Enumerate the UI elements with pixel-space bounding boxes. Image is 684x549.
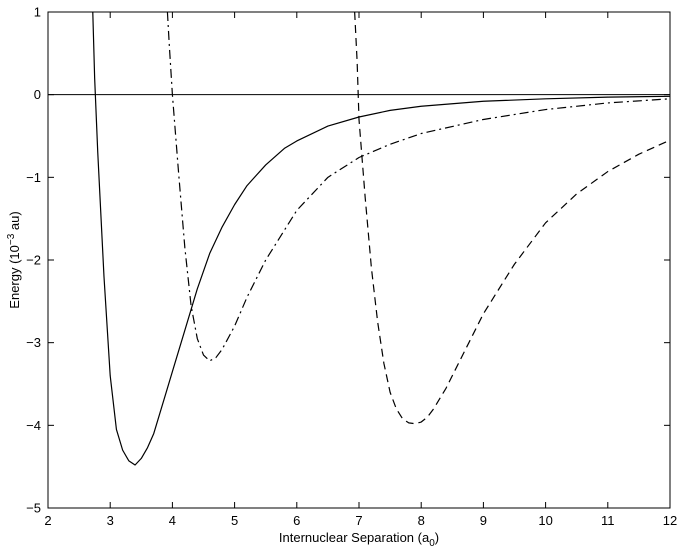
y-tick-label: −3 [26,335,41,350]
plot-area-frame [47,11,671,509]
tick-labels-layer: 2 3 4 5 6 7 8 9 10 11 12 −5 −4 −3 −2 −1 0 1 [26,5,677,529]
x-axis-title-main: Internuclear Separation (a [279,530,430,545]
x-tick-label: 11 [601,513,615,528]
x-tick-label: 7 [355,513,362,528]
x-tick-label: 12 [663,513,677,528]
y-tick-label: −4 [26,418,41,433]
curves-layer [92,12,670,466]
series-dashdot-line [166,12,670,362]
series-dashed-line [354,12,670,425]
x-tick-label: 10 [538,513,552,528]
x-tick-label: 8 [418,513,425,528]
x-axis-title-close: ) [435,530,439,545]
x-tick-label: 5 [231,513,238,528]
y-tick-label: −1 [26,170,41,185]
y-axis-title: Energy (10−3 au) [6,211,22,308]
x-axis-title: Internuclear Separation (a0) [279,530,439,549]
y-tick-label: −2 [26,253,41,268]
x-tick-label: 9 [480,513,487,528]
x-tick-label: 6 [293,513,300,528]
y-axis-title-superscript: −3 [6,233,17,245]
x-tick-label: 3 [107,513,114,528]
x-axis-title-subscript: 0 [429,538,435,549]
y-tick-label: 0 [34,87,41,102]
y-axis-title-tail: au) [7,211,22,233]
ticks-layer [47,11,671,509]
y-tick-label: 1 [34,5,41,20]
series-solid-line [92,12,670,466]
x-tick-label: 4 [169,513,176,528]
y-axis-title-main: Energy (10 [7,245,22,309]
x-tick-label: 2 [44,513,51,528]
y-tick-label: −5 [26,501,41,516]
